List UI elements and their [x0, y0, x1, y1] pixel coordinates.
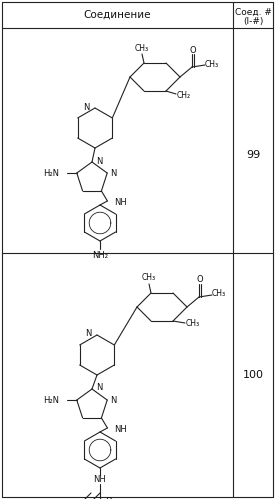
Text: NH₂: NH₂ [92, 250, 108, 259]
Text: CH₃: CH₃ [205, 59, 219, 68]
Text: NH: NH [114, 199, 127, 208]
Text: 99: 99 [246, 150, 260, 160]
Text: N: N [96, 384, 102, 393]
Text: NH: NH [114, 426, 127, 435]
Text: 100: 100 [243, 370, 263, 380]
Text: CH₃: CH₃ [186, 319, 200, 328]
Text: Соед. #: Соед. # [235, 7, 271, 16]
Text: O: O [106, 497, 113, 499]
Text: CH₃: CH₃ [212, 289, 226, 298]
Text: N: N [110, 169, 117, 178]
Text: CH₂: CH₂ [177, 90, 191, 99]
Text: H₂N: H₂N [43, 396, 59, 405]
Text: N: N [84, 102, 90, 111]
Text: CH₃: CH₃ [142, 273, 156, 282]
Text: O: O [197, 275, 203, 284]
Text: N: N [96, 157, 102, 166]
Text: NH: NH [93, 476, 105, 485]
Text: CH₃: CH₃ [135, 43, 149, 52]
Text: N: N [110, 396, 117, 405]
Text: Соединение: Соединение [83, 10, 151, 20]
Text: (I-#): (I-#) [243, 16, 263, 25]
Text: O: O [190, 45, 196, 54]
Text: H₂N: H₂N [43, 169, 59, 178]
Text: N: N [86, 329, 92, 338]
